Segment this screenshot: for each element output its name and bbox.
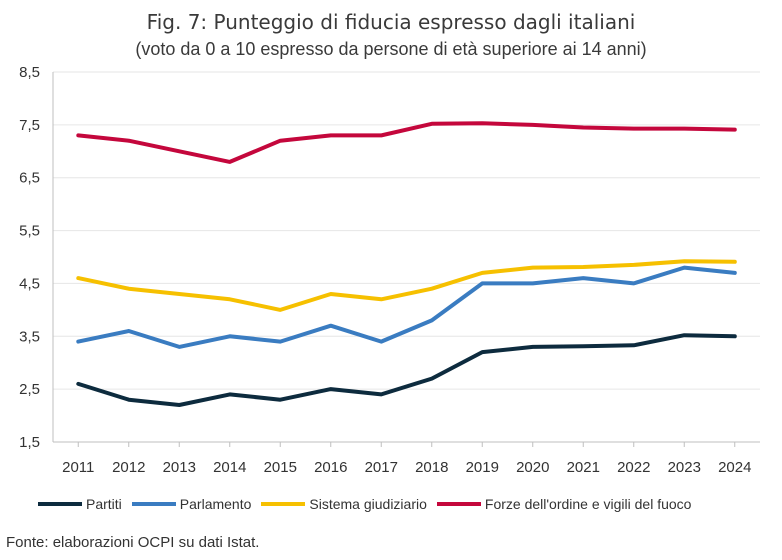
y-tick-label: 2,5 — [19, 381, 40, 398]
x-tick-label: 2012 — [112, 459, 145, 476]
legend-item: Parlamento — [131, 496, 252, 512]
source-note: Fonte: elaborazioni OCPI su dati Istat. — [6, 534, 260, 551]
legend-swatch — [261, 502, 306, 506]
series-line — [76, 121, 737, 164]
y-tick-label: 3,5 — [19, 328, 40, 345]
legend-item: Sistema giudiziario — [261, 496, 427, 512]
legend-swatch — [38, 502, 82, 506]
legend-label: Partiti — [86, 496, 122, 512]
y-tick-label: 1,5 — [19, 434, 40, 451]
x-tick-label: 2014 — [213, 459, 246, 476]
x-tick-label: 2016 — [314, 459, 347, 476]
legend-item: Partiti — [38, 496, 122, 512]
legend: Partiti Parlamento Sistema giudiziario Forz… — [38, 494, 701, 514]
series-line — [76, 333, 737, 407]
x-tick-label: 2018 — [415, 459, 448, 476]
legend-label: Parlamento — [179, 496, 252, 512]
x-tick-label: 2019 — [466, 459, 499, 476]
x-tick-label: 2024 — [718, 459, 751, 476]
chart-subtitle: (voto da 0 a 10 espresso da persone di e… — [135, 39, 647, 59]
line-chart: 1,5 2,5 3,5 4,5 5,5 6,5 7,5 8,5 2011 2012 2013 2014… — [19, 64, 760, 476]
legend-swatch — [436, 502, 481, 506]
y-tick-label: 4,5 — [19, 275, 40, 292]
x-tick-label: 2011 — [62, 459, 94, 476]
y-tick-label: 5,5 — [19, 223, 40, 240]
x-tick-label: 2021 — [567, 459, 600, 476]
x-tick-label: 2020 — [516, 459, 549, 476]
series-line — [76, 259, 737, 312]
x-tick-label: 2022 — [617, 459, 650, 476]
y-tick-label: 8,5 — [19, 64, 40, 81]
legend-label: Sistema giudiziario — [309, 496, 427, 512]
y-tick-label: 7,5 — [19, 117, 40, 134]
x-tick-label: 2015 — [264, 459, 297, 476]
chart-title: Fig. 7: Punteggio di fiducia espresso da… — [146, 10, 636, 34]
legend-label: Forze dell'ordine e vigili del fuoco — [484, 496, 692, 512]
series-line — [76, 265, 737, 349]
y-tick-label: 6,5 — [19, 170, 40, 187]
legend-item: Forze dell'ordine e vigili del fuoco — [436, 496, 692, 512]
legend-swatch — [131, 502, 176, 506]
x-tick-label: 2013 — [163, 459, 196, 476]
x-tick-label: 2017 — [365, 459, 398, 476]
x-tick-label: 2023 — [668, 459, 701, 476]
